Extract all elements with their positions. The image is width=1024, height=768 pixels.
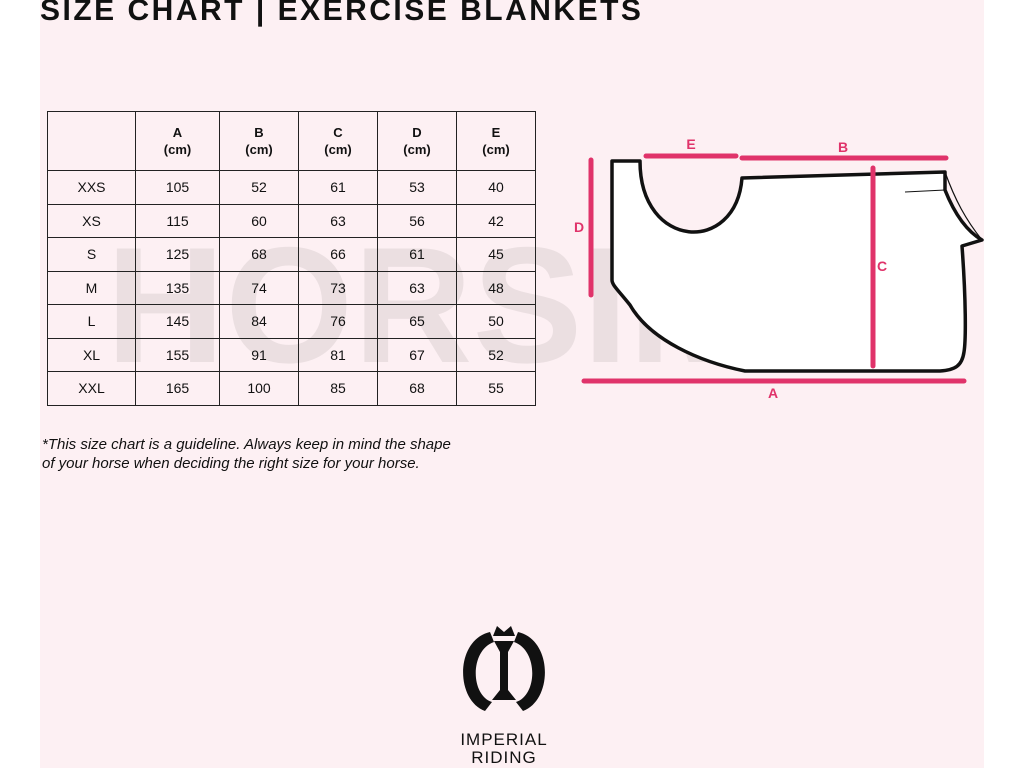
table-body: XXS 105 52 61 53 40 XS 115 60 63 56 42 S 125 68 66 61 45 M…	[47, 170, 536, 406]
value-cell: 56	[377, 203, 457, 238]
column-unit: (cm)	[482, 142, 510, 157]
header-row: A (cm) B (cm) C (cm) D (cm) E (cm)	[47, 111, 536, 171]
blanket-outline	[610, 159, 984, 373]
value-cell: 61	[298, 170, 378, 205]
value-cell: 145	[135, 304, 220, 339]
value-cell: 68	[377, 371, 457, 406]
table-row: XXL 165 100 85 68 55	[47, 371, 536, 406]
table-row: XS 115 60 63 56 42	[47, 203, 536, 238]
measure-label: A	[768, 385, 778, 401]
column-unit: (cm)	[403, 142, 431, 157]
value-cell: 81	[298, 337, 378, 372]
value-cell: 76	[298, 304, 378, 339]
value-cell: 48	[456, 270, 536, 305]
page-title: SIZE CHART | EXERCISE BLANKETS	[40, 0, 644, 27]
value-cell: 105	[135, 170, 220, 205]
corner-cell	[47, 111, 136, 171]
table-row: XXS 105 52 61 53 40	[47, 170, 536, 205]
measure-lines	[581, 153, 967, 384]
logo-line: RIDING	[471, 748, 537, 767]
size-cell: XXL	[47, 371, 136, 406]
measure-label: C	[877, 258, 887, 274]
column-header: E (cm)	[456, 111, 536, 171]
column-unit: (cm)	[324, 142, 352, 157]
table-row: S 125 68 66 61 45	[47, 237, 536, 272]
table-row: M 135 74 73 63 48	[47, 270, 536, 305]
column-label: A	[172, 125, 183, 140]
column-label: B	[254, 125, 264, 140]
value-cell: 165	[135, 371, 220, 406]
value-cell: 85	[298, 371, 378, 406]
value-cell: 40	[456, 170, 536, 205]
value-cell: 68	[219, 237, 299, 272]
value-cell: 55	[456, 371, 536, 406]
logo-line: IMPERIAL	[460, 730, 548, 749]
column-header: C (cm)	[298, 111, 378, 171]
value-cell: 52	[219, 170, 299, 205]
column-label: E	[491, 125, 501, 140]
value-cell: 60	[219, 203, 299, 238]
size-cell: S	[47, 237, 136, 272]
logo-mark	[463, 626, 545, 711]
column-header: D (cm)	[377, 111, 457, 171]
measure-label: D	[574, 219, 584, 235]
column-unit: (cm)	[245, 142, 273, 157]
value-cell: 91	[219, 337, 299, 372]
footnote-line: *This size chart is a guideline. Always …	[42, 436, 451, 453]
measure-label: B	[838, 139, 848, 155]
size-cell: L	[47, 304, 136, 339]
value-cell: 50	[456, 304, 536, 339]
column-label: C	[333, 125, 343, 140]
table-row: L 145 84 76 65 50	[47, 304, 536, 339]
measure-label: E	[686, 136, 695, 152]
value-cell: 65	[377, 304, 457, 339]
value-cell: 52	[456, 337, 536, 372]
column-label: D	[412, 125, 422, 140]
column-unit: (cm)	[163, 142, 192, 157]
footnote: *This size chart is a guideline. Always …	[42, 435, 451, 473]
value-cell: 100	[219, 371, 299, 406]
size-table: A (cm) B (cm) C (cm) D (cm) E (cm) XXS 105 52 61 53 40…	[47, 111, 536, 406]
value-cell: 63	[298, 203, 378, 238]
value-cell: 135	[135, 270, 220, 305]
logo-text: IMPERIAL RIDING	[404, 731, 604, 767]
value-cell: 155	[135, 337, 220, 372]
footnote-line: of your horse when deciding the right si…	[42, 455, 420, 472]
value-cell: 53	[377, 170, 457, 205]
column-header: B (cm)	[219, 111, 299, 171]
value-cell: 45	[456, 237, 536, 272]
